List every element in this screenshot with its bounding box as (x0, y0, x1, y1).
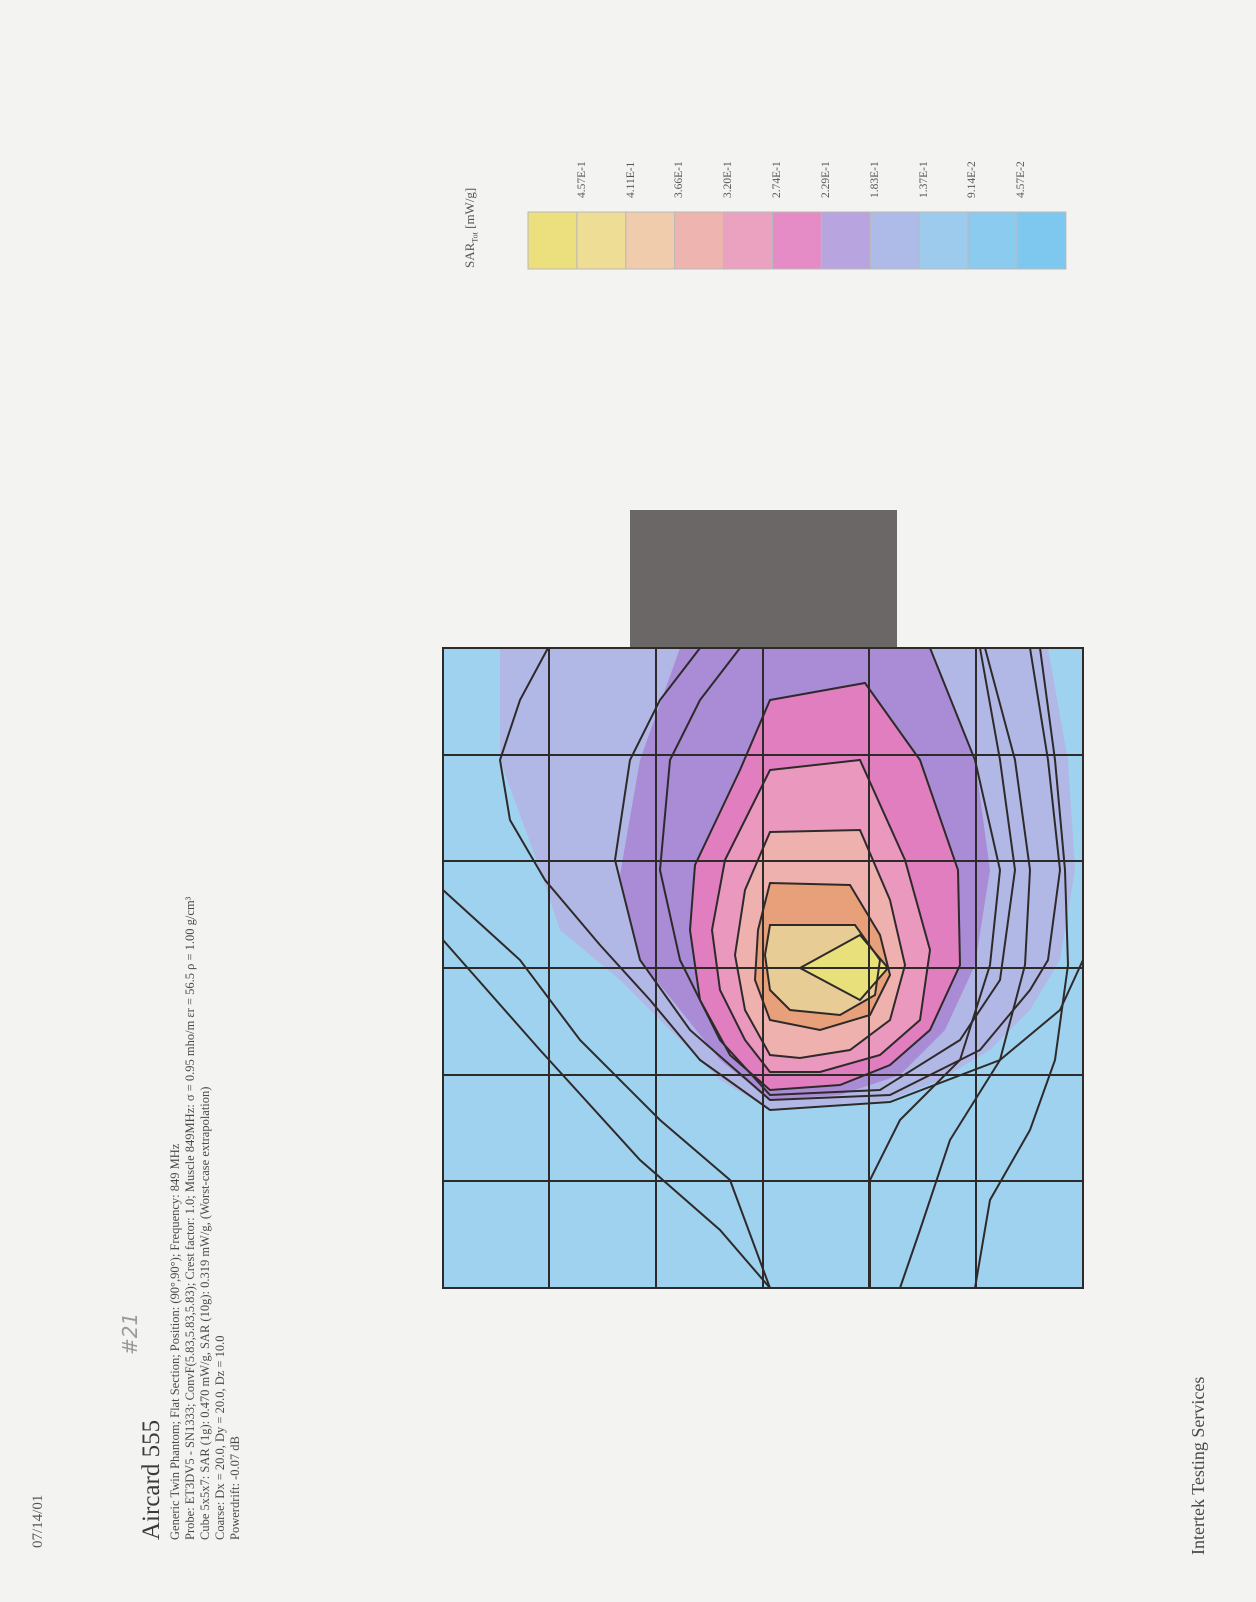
device-outline (630, 510, 897, 648)
measurement-grid (442, 647, 1084, 1289)
contour-lines (442, 647, 1084, 1289)
